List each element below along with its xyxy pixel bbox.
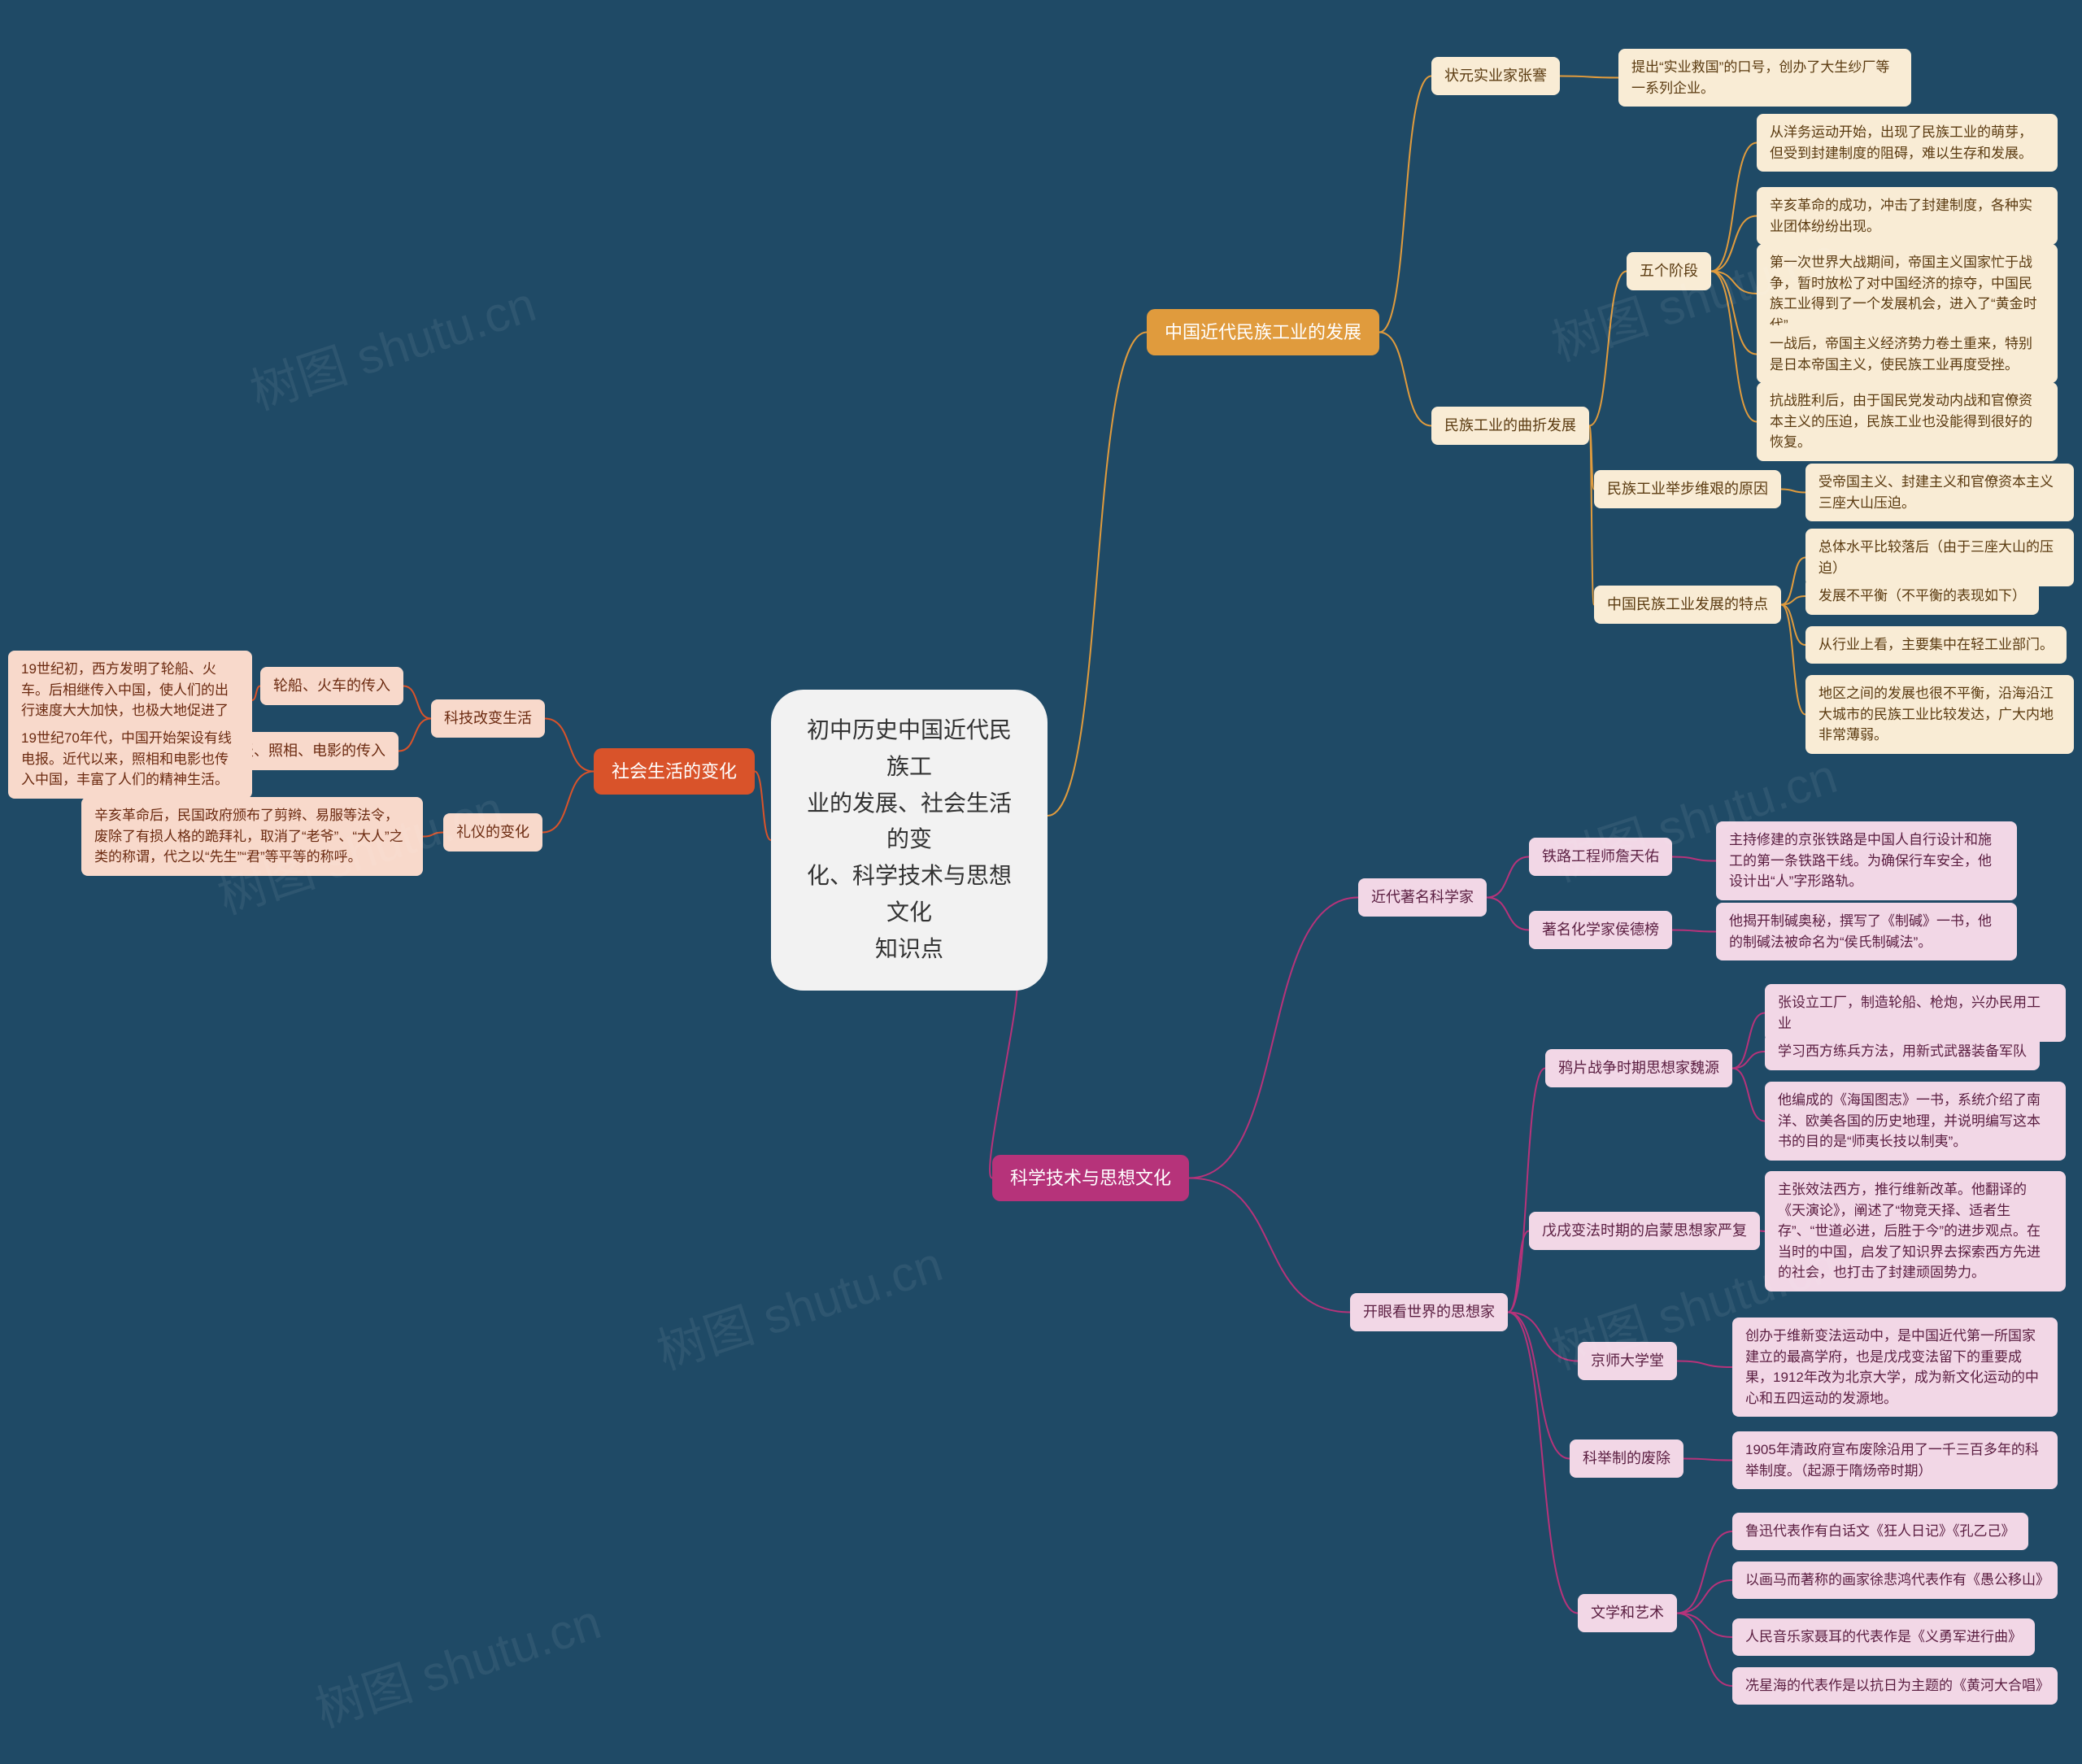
leaf-node: 受帝国主义、封建主义和官僚资本主义三座大山压迫。 (1805, 464, 2074, 521)
leaf-node: 他揭开制碱奥秘，撰写了《制碱》一书，他的制碱法被命名为“侯氏制碱法”。 (1716, 903, 2017, 960)
leaf-node: 从洋务运动开始，出现了民族工业的萌芽，但受到封建制度的阻碍，难以生存和发展。 (1757, 114, 2058, 172)
watermark: 树图 shutu.cn (647, 1225, 950, 1383)
leaf-node: 1905年清政府宣布废除沿用了一千三百多年的科举制度。（起源于隋炀帝时期） (1732, 1431, 2058, 1489)
sub-node: 民族工业的曲折发展 (1431, 407, 1589, 445)
sub-node: 著名化学家侯德榜 (1529, 911, 1672, 949)
leaf-node: 以画马而著称的画家徐悲鸿代表作有《愚公移山》 (1732, 1561, 2058, 1599)
sub-node: 文学和艺术 (1578, 1594, 1677, 1632)
leaf-node: 发展不平衡（不平衡的表现如下） (1805, 577, 2039, 615)
leaf-node: 鲁迅代表作有白话文《狂人日记》《孔乙己》 (1732, 1513, 2028, 1550)
leaf-node: 19世纪70年代，中国开始架设有线电报。近代以来，照相和电影也传入中国，丰富了人… (8, 720, 252, 799)
branch-social: 社会生活的变化 (594, 748, 755, 795)
leaf-node: 抗战胜利后，由于国民党发动内战和官僚资本主义的压迫，民族工业也没能得到很好的恢复… (1757, 382, 2058, 461)
watermark: 树图 shutu.cn (240, 265, 543, 424)
leaf-node: 一战后，帝国主义经济势力卷土重来，特别是日本帝国主义，使民族工业再度受挫。 (1757, 325, 2058, 383)
watermark: 树图 shutu.cn (305, 1583, 608, 1741)
leaf-node: 辛亥革命后，民国政府颁布了剪辫、易服等法令，废除了有损人格的跪拜礼，取消了“老爷… (81, 797, 423, 876)
branch-industry: 中国近代民族工业的发展 (1147, 309, 1379, 355)
sub-node: 科举制的废除 (1570, 1440, 1683, 1478)
sub-node: 开眼看世界的思想家 (1350, 1293, 1508, 1331)
leaf-node: 冼星海的代表作是以抗日为主题的《黄河大合唱》 (1732, 1667, 2058, 1705)
root-node: 初中历史中国近代民族工 业的发展、社会生活的变 化、科学技术与思想文化 知识点 (771, 690, 1048, 991)
sub-node: 状元实业家张謇 (1431, 57, 1560, 95)
sub-node: 铁路工程师詹天佑 (1529, 838, 1672, 876)
sub-node: 鸦片战争时期思想家魏源 (1545, 1049, 1732, 1087)
leaf-node: 从行业上看，主要集中在轻工业部门。 (1805, 626, 2067, 664)
leaf-node: 提出“实业救国”的口号，创办了大生纱厂等一系列企业。 (1618, 49, 1911, 107)
leaf-node: 他编成的《海国图志》一书，系统介绍了南洋、欧美各国的历史地理，并说明编写这本书的… (1765, 1082, 2066, 1161)
sub-node: 礼仪的变化 (443, 813, 542, 852)
leaf-node: 人民音乐家聂耳的代表作是《义勇军进行曲》 (1732, 1618, 2035, 1656)
branch-science: 科学技术与思想文化 (992, 1155, 1189, 1201)
sub-node: 民族工业举步维艰的原因 (1594, 470, 1781, 508)
sub-node: 轮船、火车的传入 (260, 667, 403, 705)
sub-node: 近代著名科学家 (1358, 878, 1487, 917)
leaf-node: 主张效法西方，推行维新改革。他翻译的《天演论》，阐述了“物竞天择、适者生存”、“… (1765, 1171, 2066, 1291)
leaf-node: 学习西方练兵方法，用新式武器装备军队 (1765, 1033, 2040, 1070)
leaf-node: 主持修建的京张铁路是中国人自行设计和施工的第一条铁路干线。为确保行车安全，他设计… (1716, 821, 2017, 900)
sub-node: 五个阶段 (1627, 252, 1711, 290)
sub-node: 京师大学堂 (1578, 1342, 1677, 1380)
leaf-node: 地区之间的发展也很不平衡，沿海沿江大城市的民族工业比较发达，广大内地非常薄弱。 (1805, 675, 2074, 754)
leaf-node: 创办于维新变法运动中，是中国近代第一所国家建立的最高学府，也是戊戌变法留下的重要… (1732, 1318, 2058, 1417)
leaf-node: 辛亥革命的成功，冲击了封建制度，各种实业团体纷纷出现。 (1757, 187, 2058, 245)
sub-node: 中国民族工业发展的特点 (1594, 586, 1781, 624)
sub-node: 戊戌变法时期的启蒙思想家严复 (1529, 1212, 1760, 1250)
sub-node: 科技改变生活 (431, 699, 545, 738)
